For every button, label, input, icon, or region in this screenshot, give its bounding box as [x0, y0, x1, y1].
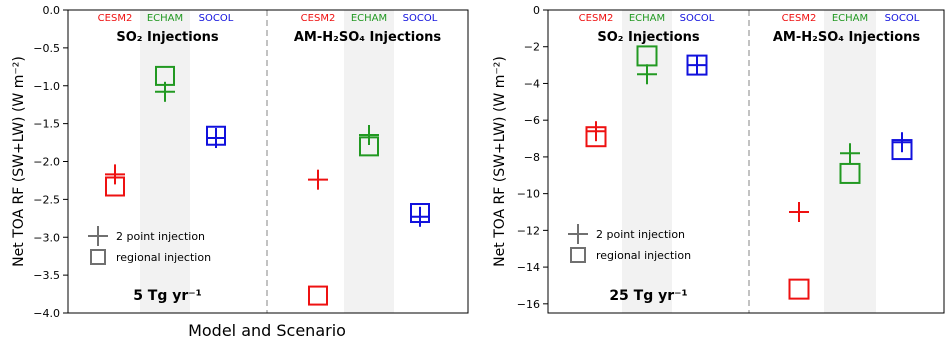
- scenario-title-so2: SO₂ Injections: [116, 30, 219, 45]
- y-tick-label: 0: [533, 4, 540, 17]
- y-tick-label: −4: [524, 77, 540, 90]
- model-label-socol: SOCOL: [885, 13, 920, 24]
- square-marker-socol-am: [891, 139, 913, 161]
- scenario-title-so2: SO₂ Injections: [597, 30, 700, 45]
- echam-band-am: [344, 10, 394, 313]
- model-label-cesm2: CESM2: [782, 13, 817, 24]
- y-tick-label: −2.0: [33, 156, 60, 169]
- square-marker-socol-so2: [686, 54, 708, 76]
- scenario-title-am-h2so4: AM-H₂SO₄ Injections: [773, 30, 921, 45]
- model-label-echam: ECHAM: [147, 13, 183, 24]
- emission-rate-annotation: 25 Tg yr⁻¹: [609, 288, 687, 304]
- square-marker-echam-am: [839, 162, 861, 184]
- square-marker-cesm2-am: [788, 278, 810, 300]
- square-marker-cesm2-so2: [585, 126, 607, 148]
- y-tick-label: −1.0: [33, 80, 60, 93]
- y-tick-label: −10: [517, 188, 540, 201]
- plus-marker-echam-am: [840, 143, 860, 164]
- legend-square-icon: [90, 249, 106, 265]
- chart-panel-1: 0.0 −0.5 −1.0 −1.5 −2.0 −2.5 −3.0 −3.5 −4.0 Net T…: [11, 4, 469, 320]
- square-marker-cesm2-am: [308, 285, 328, 306]
- y-tick-label: −2: [524, 41, 540, 54]
- legend-label-regional: regional injection: [596, 249, 691, 262]
- y-tick-label: −3.0: [33, 231, 60, 244]
- y-axis-label: Net TOA RF (SW+LW) (W m⁻²): [492, 56, 508, 267]
- model-label-cesm2: CESM2: [579, 13, 614, 24]
- plot-frame: [547, 9, 945, 314]
- square-marker-socol-am: [410, 203, 430, 224]
- echam-band-so2: [140, 10, 190, 313]
- model-label-echam: ECHAM: [832, 13, 868, 24]
- model-label-socol: SOCOL: [199, 13, 234, 24]
- y-axis-label: Net TOA RF (SW+LW) (W m⁻²): [11, 56, 27, 267]
- y-tick-label: −14: [517, 261, 540, 274]
- y-tick-label: −8: [524, 151, 540, 164]
- y-tick-label: 0.0: [43, 4, 61, 17]
- plus-marker-cesm2-so2: [105, 164, 125, 185]
- legend-plus-icon: [88, 226, 108, 246]
- legend-label-regional: regional injection: [116, 251, 211, 264]
- emission-rate-annotation: 5 Tg yr⁻¹: [133, 288, 202, 304]
- x-axis-label: Model and Scenario: [188, 321, 346, 340]
- y-tick-label: −0.5: [33, 42, 60, 55]
- plus-marker-socol-am: [892, 132, 912, 153]
- plus-marker-echam-am: [359, 124, 379, 145]
- plus-marker-socol-am: [410, 206, 430, 227]
- square-marker-echam-am: [359, 136, 379, 157]
- legend-label-2-point: 2 point injection: [116, 230, 205, 243]
- plus-marker-echam-so2: [637, 64, 657, 85]
- legend-label-2-point: 2 point injection: [596, 228, 685, 241]
- legend-plus-icon: [568, 224, 588, 244]
- model-label-socol: SOCOL: [403, 13, 438, 24]
- square-marker-socol-so2: [206, 125, 226, 146]
- plot-frame: [67, 9, 469, 314]
- echam-band-so2: [622, 10, 672, 313]
- square-marker-cesm2-so2: [105, 176, 125, 197]
- plus-marker-cesm2-am: [789, 202, 809, 222]
- y-tick-label: −1.5: [33, 118, 60, 131]
- y-tick-label: −4.0: [33, 307, 60, 320]
- plus-marker-cesm2-so2: [586, 121, 606, 142]
- model-label-cesm2: CESM2: [98, 13, 133, 24]
- square-marker-echam-so2: [636, 45, 658, 67]
- scenario-title-am-h2so4: AM-H₂SO₄ Injections: [294, 30, 442, 45]
- model-label-echam: ECHAM: [629, 13, 665, 24]
- chart-panel-2: 0 −2 −4 −6 −8 −10 −12 −14 −16 Net TOA RF (SW+LW) …: [492, 4, 945, 314]
- y-tick-label: −3.5: [33, 269, 60, 282]
- model-label-echam: ECHAM: [351, 13, 387, 24]
- plus-marker-socol-so2: [687, 55, 707, 76]
- y-tick-label: −2.5: [33, 193, 60, 206]
- model-label-cesm2: CESM2: [301, 13, 336, 24]
- y-tick-label: −12: [517, 224, 540, 237]
- y-tick-label: −6: [524, 114, 540, 127]
- y-tick-label: −16: [517, 298, 540, 311]
- square-marker-echam-so2: [155, 65, 175, 86]
- legend-square-icon: [570, 247, 586, 263]
- model-label-socol: SOCOL: [680, 13, 715, 24]
- plus-marker-cesm2-am: [308, 169, 328, 190]
